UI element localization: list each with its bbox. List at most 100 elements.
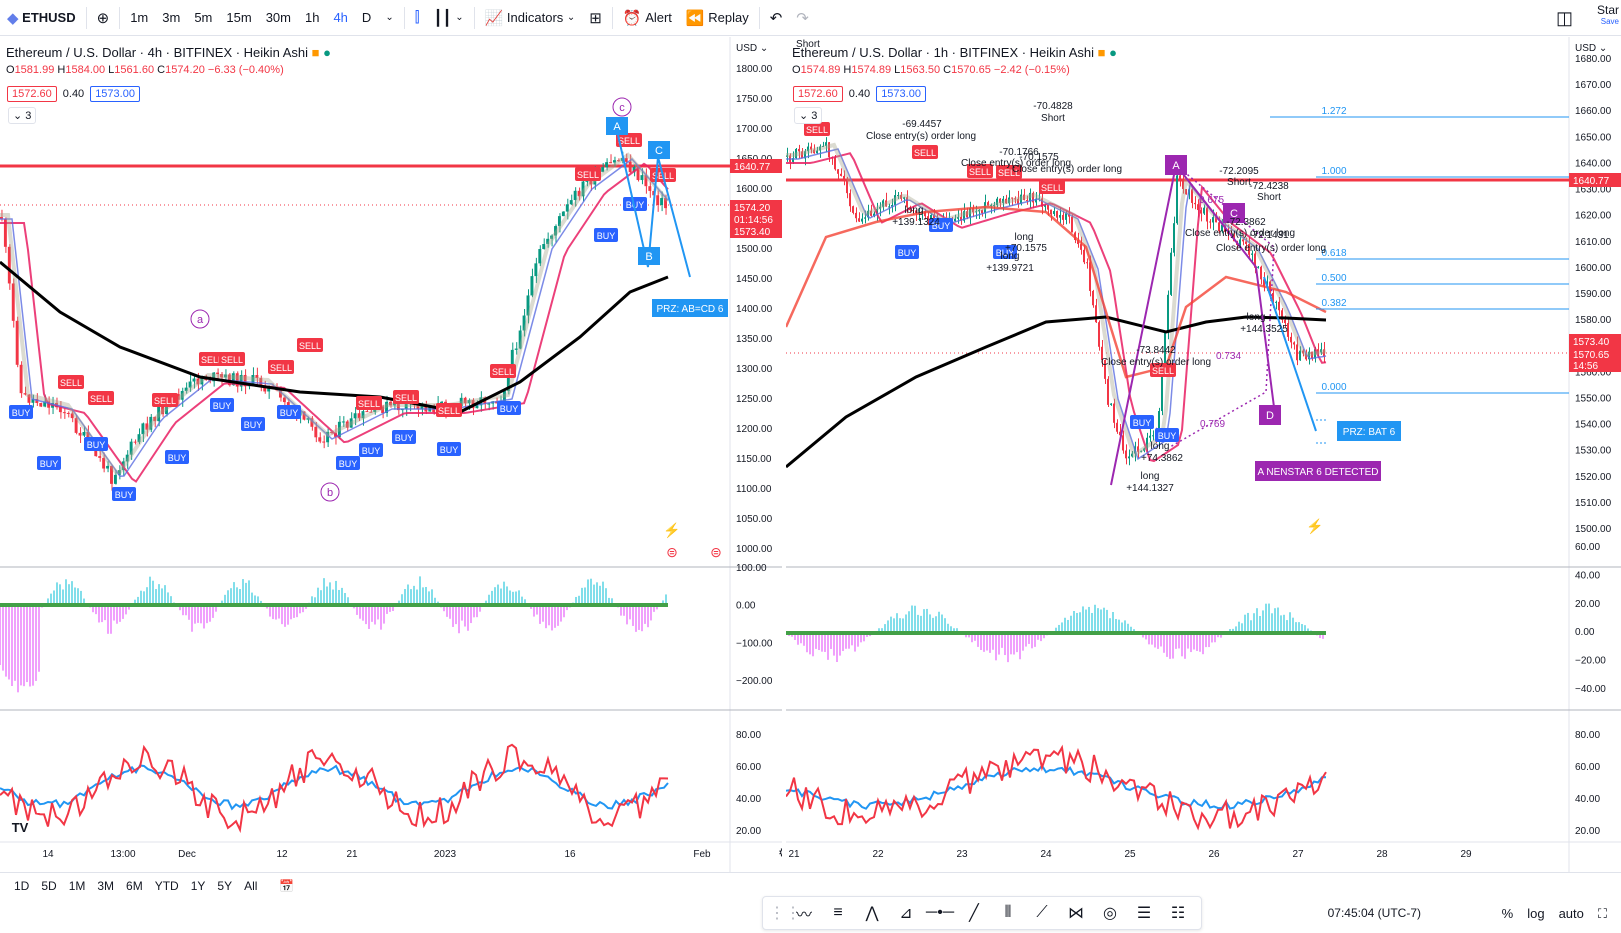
- star-save-button[interactable]: Star Save: [1597, 4, 1619, 28]
- compare-button[interactable]: ⊕: [90, 0, 117, 36]
- spiral-icon[interactable]: ◎: [1103, 905, 1117, 922]
- replay-button[interactable]: ⏪ Replay: [679, 0, 756, 36]
- candle-body: [522, 315, 526, 331]
- sell-signal-label: SELL: [299, 341, 321, 351]
- buy-signal-label: BUY: [280, 408, 299, 418]
- undo-button[interactable]: ↶: [763, 0, 790, 36]
- range-6m[interactable]: 6M: [126, 879, 143, 893]
- candle-body: [849, 193, 851, 207]
- range-1m[interactable]: 1M: [68, 879, 86, 893]
- interval-30m[interactable]: 30m: [265, 10, 291, 25]
- time-axis-label: 29: [1460, 849, 1472, 860]
- bars-style-button[interactable]: ⫿: [408, 0, 427, 36]
- redo-button[interactable]: ↷: [789, 0, 816, 36]
- candle-body: [149, 416, 153, 430]
- sell-price-button[interactable]: 1572.60: [7, 85, 57, 102]
- diagonal-line-icon[interactable]: ⟋: [1036, 904, 1048, 921]
- percent-scale-toggle[interactable]: %: [1501, 906, 1514, 921]
- range-1d[interactable]: 1D: [14, 879, 30, 893]
- fib-extension-icon[interactable]: ☷: [1170, 905, 1186, 922]
- sell-price-button[interactable]: 1572.60: [793, 85, 843, 102]
- range-all[interactable]: All: [244, 879, 258, 893]
- drag-handle-icon[interactable]: ⋮⋮: [769, 905, 801, 922]
- layouts-button[interactable]: ⊞: [582, 0, 609, 36]
- sell-signal-label: SELL: [358, 399, 380, 409]
- interval-4h[interactable]: 4h: [333, 10, 348, 25]
- fib-level-label: 0.382: [1321, 298, 1346, 309]
- pattern-tool-icon[interactable]: 〰: [795, 907, 812, 924]
- xabcd-pattern-icon[interactable]: ⋈: [1068, 905, 1084, 922]
- fib-level-label: 0.500: [1321, 273, 1346, 284]
- interval-3m[interactable]: 3m: [162, 10, 181, 25]
- fullscreen-icon[interactable]: ⛶: [1597, 906, 1607, 921]
- candle-body: [924, 211, 926, 217]
- divider: [611, 6, 613, 29]
- interval-15m[interactable]: 15m: [226, 10, 252, 25]
- layout-toggle-button[interactable]: ◫: [1556, 8, 1573, 29]
- left-chart-canvas[interactable]: USD ⌄1800.001750.001700.001650.001600.00…: [0, 37, 782, 872]
- buy-price-button[interactable]: 1573.00: [876, 85, 926, 102]
- price-axis-label: 1700.00: [736, 124, 773, 135]
- candle-body: [1092, 290, 1094, 306]
- sell-signal-label: SELL: [618, 136, 640, 146]
- candle-body: [420, 404, 424, 410]
- range-1y[interactable]: 1Y: [190, 879, 206, 893]
- range-5y[interactable]: 5Y: [217, 879, 233, 893]
- interval-d[interactable]: D: [361, 10, 372, 25]
- range-ytd[interactable]: YTD: [154, 879, 179, 893]
- candle-body: [648, 186, 652, 191]
- price-axis-label: 1250.00: [736, 394, 773, 405]
- candle-body: [196, 378, 200, 385]
- ma-line-pink: [0, 162, 669, 483]
- price-axis-label: 1100.00: [736, 484, 772, 495]
- indicator-collapse-button[interactable]: ⌄ 3: [794, 107, 823, 124]
- candle-body: [996, 198, 998, 206]
- candle-body: [475, 405, 479, 409]
- indicators-button[interactable]: 📈 Indicators ⌄: [478, 0, 583, 36]
- candle-body: [278, 390, 282, 398]
- candle-body: [612, 160, 616, 163]
- range-5d[interactable]: 5D: [41, 879, 57, 893]
- macd-axis-label: 0.00: [736, 601, 756, 612]
- buy-signal: [277, 405, 301, 419]
- right-chart-panel[interactable]: Ethereum / U.S. Dollar · 1h · BITFINEX ·…: [786, 37, 1621, 872]
- interval-5m[interactable]: 5m: [194, 10, 213, 25]
- date-range-icon[interactable]: 📅: [279, 879, 295, 893]
- buy-signal: [112, 487, 136, 501]
- candle-body: [1041, 198, 1043, 207]
- strategy-annotation: long: [1001, 251, 1020, 262]
- ray-tool-icon[interactable]: ⊿: [899, 905, 913, 922]
- interval-1m[interactable]: 1m: [130, 10, 149, 25]
- left-chart-panel[interactable]: Ethereum / U.S. Dollar · 4h · BITFINEX ·…: [0, 37, 782, 872]
- buy-price-button[interactable]: 1573.00: [90, 85, 140, 102]
- fib-retracement-icon[interactable]: ☰: [1136, 905, 1152, 922]
- alert-button[interactable]: ⏰ Alert: [616, 0, 679, 36]
- candle-body: [538, 249, 542, 264]
- range-3m[interactable]: 3M: [97, 879, 115, 893]
- log-scale-toggle[interactable]: log: [1527, 906, 1545, 921]
- interval-1h[interactable]: 1h: [304, 10, 320, 25]
- harmonic-point-label: A: [1172, 160, 1180, 172]
- candle-body: [1104, 360, 1106, 379]
- interval-dropdown[interactable]: ⌄: [378, 0, 400, 36]
- strategy-annotation: Short: [796, 39, 820, 50]
- buy-signal: [241, 417, 265, 431]
- symbol-search[interactable]: ◆ ETHUSD: [0, 0, 83, 36]
- right-chart-canvas[interactable]: USD ⌄1680.00 1670.00 1660.00 1650.00 1640.00…: [786, 37, 1621, 872]
- horizontal-line-icon[interactable]: ─•─: [925, 904, 955, 921]
- price-axis-label: 1450.00: [736, 274, 773, 285]
- indicator-collapse-button[interactable]: ⌄ 3: [8, 107, 37, 124]
- lines-tool-icon[interactable]: ≡: [833, 904, 843, 921]
- clock-timezone[interactable]: 07:45:04 (UTC-7): [1327, 906, 1421, 920]
- trend-line-icon[interactable]: ╱: [969, 905, 979, 922]
- candle-body: [518, 330, 522, 349]
- pitchfork-icon[interactable]: ⫴: [1004, 904, 1012, 921]
- price-tag-label: 1570.65: [1573, 350, 1610, 361]
- sell-signal: [804, 122, 830, 136]
- zigzag-tool-icon[interactable]: ⋀: [865, 905, 879, 922]
- candle-body: [1221, 224, 1223, 232]
- candles-style-button[interactable]: ┃┃ ⌄: [427, 0, 471, 36]
- auto-scale-toggle[interactable]: auto: [1558, 906, 1584, 921]
- candle-body: [960, 216, 962, 221]
- candle-body: [801, 151, 803, 159]
